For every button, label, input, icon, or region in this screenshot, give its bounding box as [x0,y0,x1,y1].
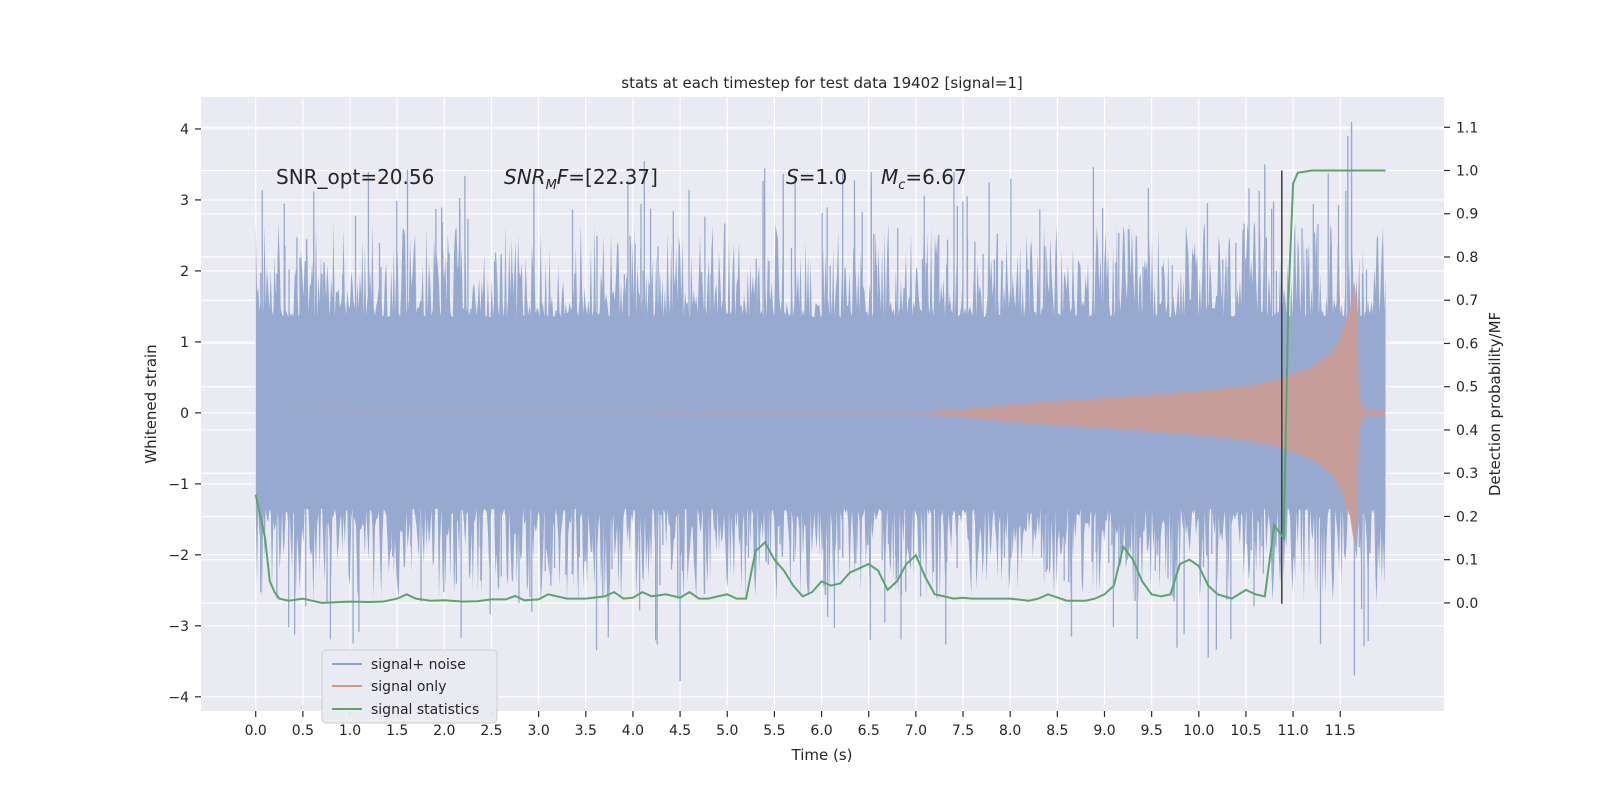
x-tick-label: 7.0 [905,723,927,739]
y-right-tick-label: 0.7 [1456,293,1478,309]
y-right-tick-label: 0.5 [1456,380,1478,396]
x-tick-label: 8.0 [999,723,1021,739]
x-tick-label: 5.0 [716,723,738,739]
legend-label-signal-only: signal only [371,679,446,695]
y-right-tick-label: 0.9 [1456,207,1478,223]
x-tick-label: 4.0 [622,723,644,739]
x-tick-label: 3.5 [575,723,597,739]
x-tick-label: 5.5 [763,723,785,739]
y-right-tick-label: 0.6 [1456,336,1478,352]
x-tick-label: 2.0 [433,723,455,739]
x-tick-label: 3.0 [527,723,549,739]
x-tick-label: 4.5 [669,723,691,739]
y-left-tick-label: 1 [180,335,189,351]
x-tick-label: 11.5 [1325,723,1356,739]
y-right-tick-label: 0.8 [1456,250,1478,266]
y-left-tick-label: 2 [180,264,189,280]
y-right-tick-label: 0.3 [1456,466,1478,482]
legend-label-signal-statistics: signal statistics [371,702,479,718]
chart-title: stats at each timestep for test data 194… [621,74,1022,92]
x-tick-label: 1.5 [386,723,408,739]
x-tick-label: 0.0 [245,723,267,739]
y-left-axis-ticks: 4 3 2 1 0 −1 −2 −3 −4 [168,122,201,706]
legend-label-signal-noise: signal+ noise [371,657,466,673]
signal-only-series [255,281,1386,545]
y-left-tick-label: 4 [180,122,189,138]
annotation-snr-mf: SNRMF=[22.37] [504,165,658,193]
y-left-tick-label: −4 [168,690,189,706]
annotations: SNR_opt=20.56 SNRMF=[22.37] S=1.0 Mc=6.6… [276,165,967,193]
y-left-tick-label: 0 [180,406,189,422]
x-tick-label: 10.5 [1230,723,1261,739]
x-tick-label: 0.5 [292,723,314,739]
y-left-tick-label: −1 [168,477,189,493]
x-tick-label: 1.0 [339,723,361,739]
x-tick-label: 9.5 [1141,723,1163,739]
y-right-tick-label: 0.4 [1456,423,1478,439]
y-right-axis-ticks: 1.1 1.0 0.9 0.8 0.7 0.6 0.5 0.4 0.3 0.2 0.1 0.0 [1444,120,1478,612]
y-left-tick-label: −3 [168,619,189,635]
y-right-tick-label: 0.2 [1456,509,1478,525]
legend-box [321,649,498,724]
y-right-tick-label: 0.0 [1456,596,1478,612]
annotation-s: S=1.0 [786,165,847,189]
annotation-mc: Mc=6.67 [881,165,967,193]
y-right-tick-label: 1.0 [1456,164,1478,180]
x-tick-label: 10.0 [1183,723,1214,739]
x-axis-label: Time (s) [791,746,853,764]
x-axis-ticks: 0.0 0.5 1.0 1.5 2.0 2.5 3.0 3.5 4.0 4.5 5.0 5.5 6.0 6… [245,711,1356,739]
x-tick-label: 9.0 [1093,723,1115,739]
y-right-tick-label: 1.1 [1456,120,1478,136]
x-tick-label: 6.0 [810,723,832,739]
y-left-tick-label: −2 [168,548,189,564]
x-tick-label: 11.0 [1278,723,1309,739]
annotation-snr-opt: SNR_opt=20.56 [276,165,434,189]
y-left-tick-label: 3 [180,193,189,209]
y-axis-label-left: Whitened strain [142,344,160,463]
signal-statistics-series [254,169,1386,604]
x-tick-label: 6.5 [858,723,880,739]
y-axis-label-right: Detection probability/MF [1486,312,1504,496]
x-tick-label: 8.5 [1046,723,1068,739]
y-right-tick-label: 0.1 [1456,553,1478,569]
legend: signal+ noise signal only signal statist… [321,649,498,724]
x-tick-label: 7.5 [952,723,974,739]
x-tick-label: 2.5 [480,723,502,739]
